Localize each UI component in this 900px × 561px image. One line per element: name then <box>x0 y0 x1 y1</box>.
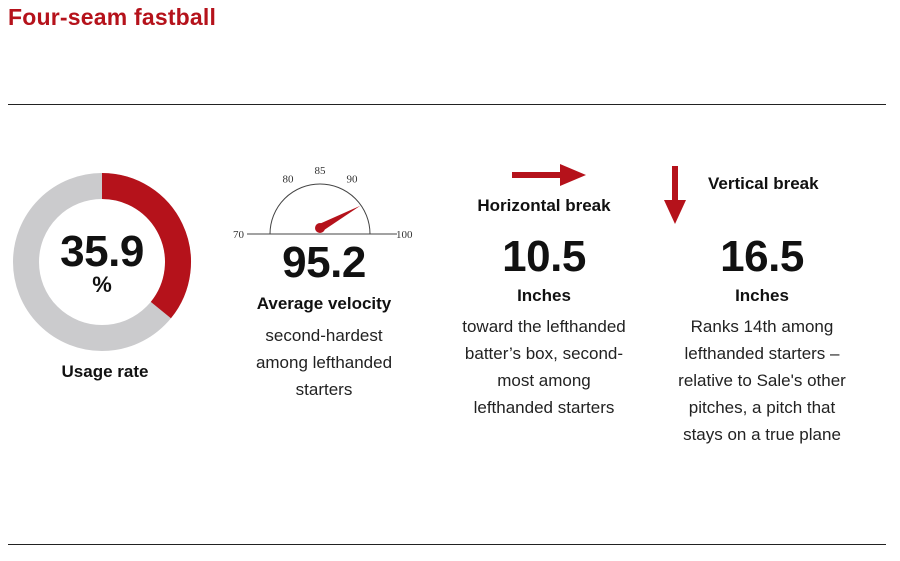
usage-unit: % <box>92 272 112 297</box>
gauge-tick-label: 100 <box>396 229 413 241</box>
top-divider <box>8 104 886 105</box>
horizontal-description-line: most among <box>497 371 591 390</box>
usage-value: 35.9 <box>60 227 144 276</box>
gauge-tick-label: 85 <box>315 165 327 177</box>
velocity-description-line: second-hardest <box>265 326 383 345</box>
bottom-divider <box>8 544 886 545</box>
usage-donut <box>10 170 194 354</box>
vertical-description-line: pitches, a pitch that <box>688 398 836 417</box>
vertical-description-line: Ranks 14th among <box>690 317 834 336</box>
arrow-shaft <box>512 172 562 178</box>
horizontal-break-description: toward the lefthanded batter’s box, seco… <box>434 313 654 421</box>
right-arrow-svg <box>512 164 586 186</box>
velocity-description-line: among lefthanded <box>255 353 393 372</box>
page-title: Four-seam fastball <box>8 4 217 30</box>
vertical-break-unit: Inches <box>735 286 789 305</box>
gauge-needle <box>318 205 361 232</box>
vertical-break-label: Vertical break <box>708 174 819 193</box>
down-arrow-icon <box>664 166 686 226</box>
gauge-tick-label: 80 <box>283 174 295 186</box>
velocity-gauge: 70 80 85 90 100 <box>220 160 420 241</box>
vertical-break-description: Ranks 14th among lefthanded starters – r… <box>652 313 872 448</box>
horizontal-break-unit: Inches <box>517 286 571 305</box>
usage-donut-svg <box>13 173 191 351</box>
velocity-label: Average velocity <box>256 294 392 313</box>
vertical-break-value: 16.5 <box>720 232 804 281</box>
horizontal-description-line: batter’s box, second- <box>464 344 624 363</box>
arrow-head <box>664 200 686 224</box>
vertical-description-line: relative to Sale's other <box>678 371 846 390</box>
arrow-shaft <box>672 166 678 202</box>
velocity-value: 95.2 <box>282 238 366 287</box>
donut-value-arc <box>101 173 191 319</box>
down-arrow-svg <box>664 166 686 224</box>
arrow-head <box>560 164 586 186</box>
vertical-description-line: lefthanded starters – <box>684 344 840 363</box>
vertical-description-line: stays on a true plane <box>683 425 841 444</box>
velocity-description-line: starters <box>295 380 353 399</box>
horizontal-description-line: toward the lefthanded <box>462 317 626 336</box>
horizontal-break-label: Horizontal break <box>477 196 611 215</box>
velocity-description: second-hardest among lefthanded starters <box>214 322 434 403</box>
right-arrow-icon <box>512 164 588 186</box>
horizontal-break-value: 10.5 <box>502 232 586 281</box>
horizontal-description-line: lefthanded starters <box>473 398 615 417</box>
gauge-arc <box>269 183 371 235</box>
usage-label: Usage rate <box>61 362 149 381</box>
gauge-tick-label: 70 <box>233 229 245 241</box>
velocity-gauge-svg: 70 80 85 90 100 <box>233 165 413 241</box>
gauge-hub <box>315 223 325 233</box>
gauge-tick-label: 90 <box>347 174 359 186</box>
